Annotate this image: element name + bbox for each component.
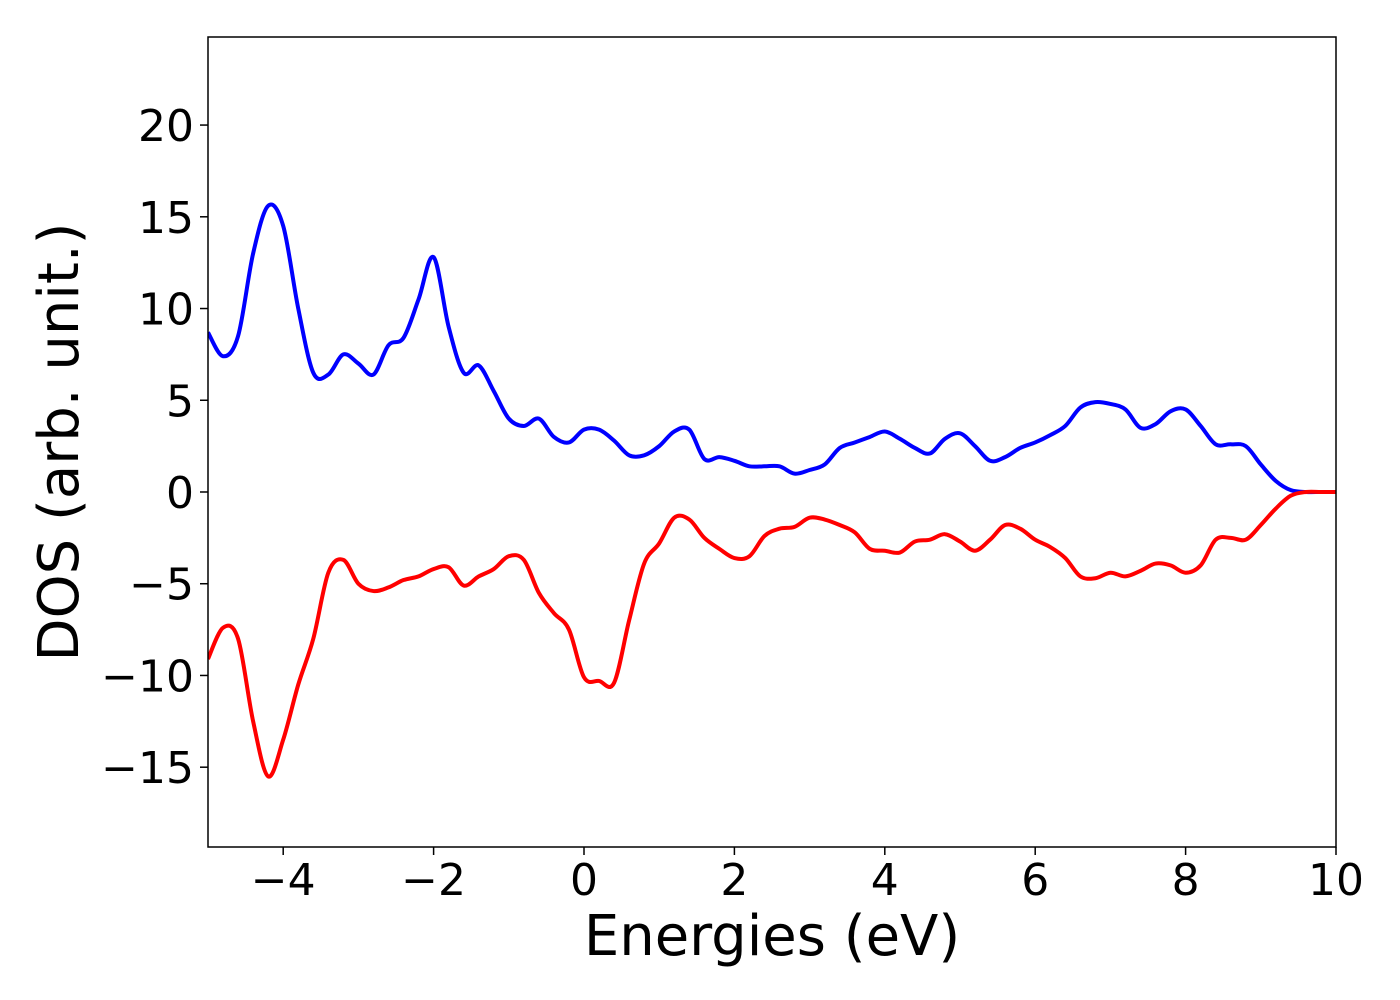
x-tick-label: 6 [1021, 855, 1049, 906]
dos-line [208, 489, 1336, 779]
x-tick-label: 8 [1172, 855, 1200, 906]
y-tick-label: 10 [138, 285, 194, 336]
dos-line [208, 202, 1336, 495]
y-tick-label: −5 [129, 560, 194, 611]
y-tick-label: 15 [138, 193, 194, 244]
x-tick-label: −4 [251, 855, 316, 906]
x-tick-label: 4 [871, 855, 899, 906]
y-tick-label: 20 [138, 101, 194, 152]
y-tick-label: −15 [101, 743, 194, 794]
x-axis-label: Energies (eV) [584, 904, 960, 969]
plot-frame [207, 36, 1337, 848]
x-tick-label: 2 [720, 855, 748, 906]
y-axis-label: DOS (arb. unit.) [27, 222, 92, 661]
y-tick-label: 0 [166, 468, 194, 519]
x-tick-label: −2 [401, 855, 466, 906]
y-tick-label: 5 [166, 376, 194, 427]
x-tick-label: 0 [570, 855, 598, 906]
y-tick-label: −10 [101, 651, 194, 702]
x-tick-label: 10 [1308, 855, 1364, 906]
